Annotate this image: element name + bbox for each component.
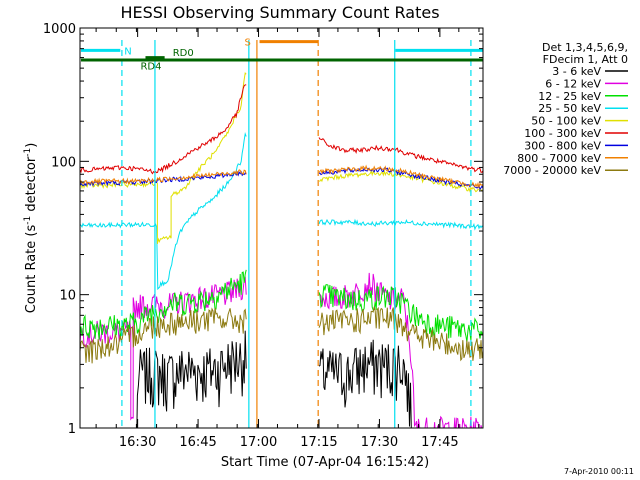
flag-label-s: S [245,38,251,49]
y-tick-label: 1 [68,422,76,437]
series-line-300-800-kev [80,166,483,191]
series-line-100-300-kev [80,84,483,175]
flag-layer: N S RD4 RD0 [81,38,483,73]
legend-label-3-6-kev: 3 - 6 keV [552,65,601,78]
x-tick-label: 17:15 [300,435,337,450]
series-line-25-50-kev [80,132,483,291]
flag-label-rd4: RD4 [140,62,161,73]
flag-label-n: N [124,46,131,57]
legend-label-50-100-kev: 50 - 100 keV [531,115,601,128]
plot-frame [79,27,484,429]
legend-label-800-7000-kev: 800 - 7000 keV [517,152,601,165]
legend-header: FDecim 1, Att 0 [543,53,628,66]
flag-label-rd0: RD0 [173,48,194,59]
series-line-12-25-kev [80,269,483,342]
chart-title: HESSI Observing Summary Count Rates [120,3,439,22]
legend-label-100-300-kev: 100 - 300 keV [524,127,601,140]
series-line-50-100-kev [80,71,483,245]
legend-label-12-25-kev: 12 - 25 keV [538,90,601,103]
x-tick-label: 17:30 [361,435,398,450]
x-tick-label: 16:30 [119,435,156,450]
x-axis: 16:30 16:45 17:00 17:15 17:30 17:45 [95,28,480,450]
series-line-800-7000-kev [80,164,483,188]
x-tick-label: 16:45 [179,435,216,450]
y-tick-label: 10 [59,289,76,304]
series-line-7000-20000-kev [80,306,483,364]
marker-layer [121,40,472,428]
x-axis-label: Start Time (07-Apr-04 16:15:42) [221,455,429,470]
y-axis: 1 10 100 1000 [43,22,483,437]
legend-header: Det 1,3,4,5,6,9, [542,41,628,54]
x-tick-label: 17:00 [240,435,277,450]
legend-label-6-12-kev: 6 - 12 keV [545,77,601,90]
legend-label-300-800-kev: 300 - 800 keV [524,139,601,152]
footer-timestamp: 7-Apr-2010 00:11 [564,467,634,476]
series-line-3-6-kev [136,330,412,428]
y-tick-label: 1000 [43,22,76,37]
series-layer [80,71,483,428]
x-tick-label: 17:45 [421,435,458,450]
legend-label-7000-20000-kev: 7000 - 20000 keV [503,164,601,177]
y-axis-label: Count Rate (s-1 detector-1) [23,143,39,314]
legend-label-25-50-kev: 25 - 50 keV [538,102,601,115]
y-tick-label: 100 [51,155,76,170]
legend: Det 1,3,4,5,6,9,FDecim 1, Att 03 - 6 keV… [503,41,628,177]
